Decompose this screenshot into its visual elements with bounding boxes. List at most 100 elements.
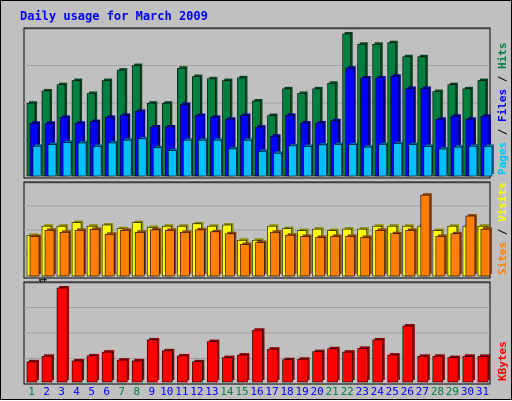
x-tick-label-day-7: 7 [118, 385, 125, 398]
x-tick-label-day-12: 12 [190, 385, 203, 398]
kbytes-side-legend: KBytes [496, 341, 509, 381]
x-tick-label-day-25: 25 [386, 385, 399, 398]
kbytes-kbytes-bar-day-30-face [462, 356, 474, 383]
kbytes-kbytes-bar-day-30 [462, 354, 475, 383]
hits-files-pages-legend-pages: Pages [496, 142, 509, 175]
hits-files-pages-pages-bar-day-22-face [348, 144, 357, 177]
hits-files-pages-pages-bar-day-14-face [228, 148, 237, 177]
hits-files-pages-pages-bar-day-2 [47, 142, 59, 177]
visits-sites-sites-bar-day-9 [149, 227, 162, 277]
x-tick-label-day-9: 9 [148, 385, 155, 398]
visits-sites-sites-bar-day-31 [480, 227, 492, 277]
kbytes-kbytes-bar-day-19-face [297, 358, 308, 383]
hits-files-pages-pages-bar-day-22 [348, 142, 359, 177]
hits-files-pages-pages-bar-day-16 [258, 149, 269, 177]
hits-files-pages-pages-bar-day-8-face [137, 138, 147, 177]
visits-sites-sites-bar-day-25-face [390, 233, 401, 277]
visits-sites-side-labels: Sites / Visits [496, 182, 509, 275]
kbytes-kbytes-bar-day-20-face [312, 351, 323, 383]
x-tick-label-day-18: 18 [280, 385, 293, 398]
kbytes-kbytes-bar-day-19 [297, 357, 310, 383]
kbytes-panel: KBytes [23, 281, 509, 385]
hits-files-pages-pages-bar-day-3 [62, 140, 74, 177]
x-tick-label-day-21: 21 [326, 385, 339, 398]
kbytes-kbytes-bar-day-7-face [116, 359, 128, 383]
kbytes-kbytes-bar-day-17 [267, 347, 280, 383]
kbytes-kbytes-bar-day-31-face [477, 356, 489, 383]
visits-sites-sites-bar-day-30 [465, 214, 477, 277]
kbytes-kbytes-bar-day-4 [71, 358, 85, 383]
hits-files-pages-pages-bar-day-9-face [152, 147, 162, 177]
x-tick-label-day-24: 24 [371, 385, 385, 398]
kbytes-kbytes-bar-day-13 [207, 339, 220, 383]
x-tick-label-day-11: 11 [175, 385, 188, 398]
visits-sites-sites-bar-day-2-face [44, 230, 55, 277]
x-tick-label-day-19: 19 [295, 385, 308, 398]
kbytes-kbytes-bar-day-18 [282, 357, 295, 383]
visits-sites-sites-bar-day-24 [375, 228, 387, 277]
visits-sites-sites-bar-day-5-face [89, 229, 100, 277]
kbytes-kbytes-bar-day-10-face [161, 350, 173, 383]
x-tick-label-day-16: 16 [250, 385, 263, 398]
x-tick-label-day-6: 6 [103, 385, 110, 398]
visits-sites-sites-bar-day-11-face [180, 232, 190, 277]
hits-files-pages-legend-hits: Hits [496, 43, 509, 70]
visits-sites-sites-bar-day-13-face [210, 231, 220, 277]
hits-files-pages-pages-bar-day-13-face [213, 139, 222, 177]
kbytes-kbytes-bar-day-24-face [372, 339, 384, 383]
visits-sites-sites-bar-day-5 [89, 227, 102, 277]
chart-title: Daily usage for March 2009 [20, 9, 208, 23]
hits-files-pages-pages-bar-day-18-face [288, 145, 297, 177]
kbytes-kbytes-bar-day-26-face [402, 325, 414, 383]
kbytes-kbytes-bar-day-13-face [207, 341, 218, 383]
kbytes-kbytes-bar-day-24 [372, 337, 385, 383]
visits-sites-sites-bar-day-11 [180, 230, 192, 277]
kbytes-kbytes-bar-day-23 [357, 346, 370, 383]
kbytes-kbytes-bar-day-5 [86, 353, 100, 383]
hits-files-pages-pages-bar-day-1 [32, 144, 43, 177]
hits-files-pages-pages-bar-day-25 [393, 141, 404, 177]
hits-files-pages-pages-bar-day-16-face [258, 151, 267, 177]
x-tick-label-day-8: 8 [133, 385, 140, 398]
kbytes-legend-kbytes: KBytes [496, 341, 509, 381]
x-tick-label-day-31: 31 [476, 385, 489, 398]
hits-files-pages-legend-files: Files [496, 89, 509, 122]
visits-sites-sites-bar-day-6 [104, 232, 117, 277]
visits-sites-sites-bar-day-4-face [74, 230, 85, 277]
hits-files-pages-pages-bar-day-12 [198, 138, 209, 177]
kbytes-kbytes-bar-day-14-face [222, 357, 233, 383]
hits-files-pages-pages-bar-day-5 [92, 144, 104, 177]
kbytes-kbytes-bar-day-14 [222, 355, 235, 383]
hits-files-pages-pages-bar-day-6 [107, 140, 119, 177]
kbytes-kbytes-bar-day-18-face [282, 359, 293, 383]
visits-sites-sites-bar-day-26-face [405, 230, 416, 277]
x-tick-label-day-2: 2 [43, 385, 50, 398]
kbytes-kbytes-bar-day-22 [342, 350, 355, 383]
visits-sites-sites-bar-day-1 [29, 234, 41, 277]
visits-sites-sites-bar-day-29 [450, 231, 462, 277]
kbytes-kbytes-bar-day-12 [192, 359, 205, 383]
visits-sites-sites-bar-day-1-face [29, 236, 40, 277]
hits-files-pages-pages-bar-day-1-face [32, 146, 42, 177]
hits-files-pages-side-labels: Pages / Files / Hits [496, 43, 509, 176]
hits-files-pages-pages-bar-day-29-face [453, 146, 463, 177]
kbytes-kbytes-bar-day-16 [252, 328, 265, 383]
kbytes-kbytes-bar-day-11 [177, 353, 190, 383]
kbytes-kbytes-bar-day-2-face [41, 356, 53, 383]
hits-files-pages-pages-bar-day-7 [122, 138, 134, 177]
x-tick-label-day-1: 1 [28, 385, 35, 398]
hits-files-pages-pages-bar-day-27 [423, 144, 434, 177]
visits-sites-sites-bar-day-4 [74, 228, 87, 277]
hits-files-pages-pages-bar-day-24-face [378, 144, 388, 177]
kbytes-kbytes-bar-day-17-face [267, 348, 278, 383]
visits-sites-sites-bar-day-10 [164, 228, 177, 277]
visits-sites-sites-bar-day-9-face [149, 229, 160, 277]
kbytes-kbytes-bar-day-25-face [387, 354, 399, 383]
hits-files-pages-pages-bar-day-30-face [468, 146, 478, 177]
hits-files-pages-pages-bar-day-21 [333, 142, 344, 177]
x-tick-label-day-10: 10 [160, 385, 173, 398]
kbytes-kbytes-bar-day-6 [101, 350, 115, 383]
hits-files-pages-pages-bar-day-27-face [423, 146, 433, 177]
visits-sites-side-legend: Sites / Visits [496, 182, 509, 275]
